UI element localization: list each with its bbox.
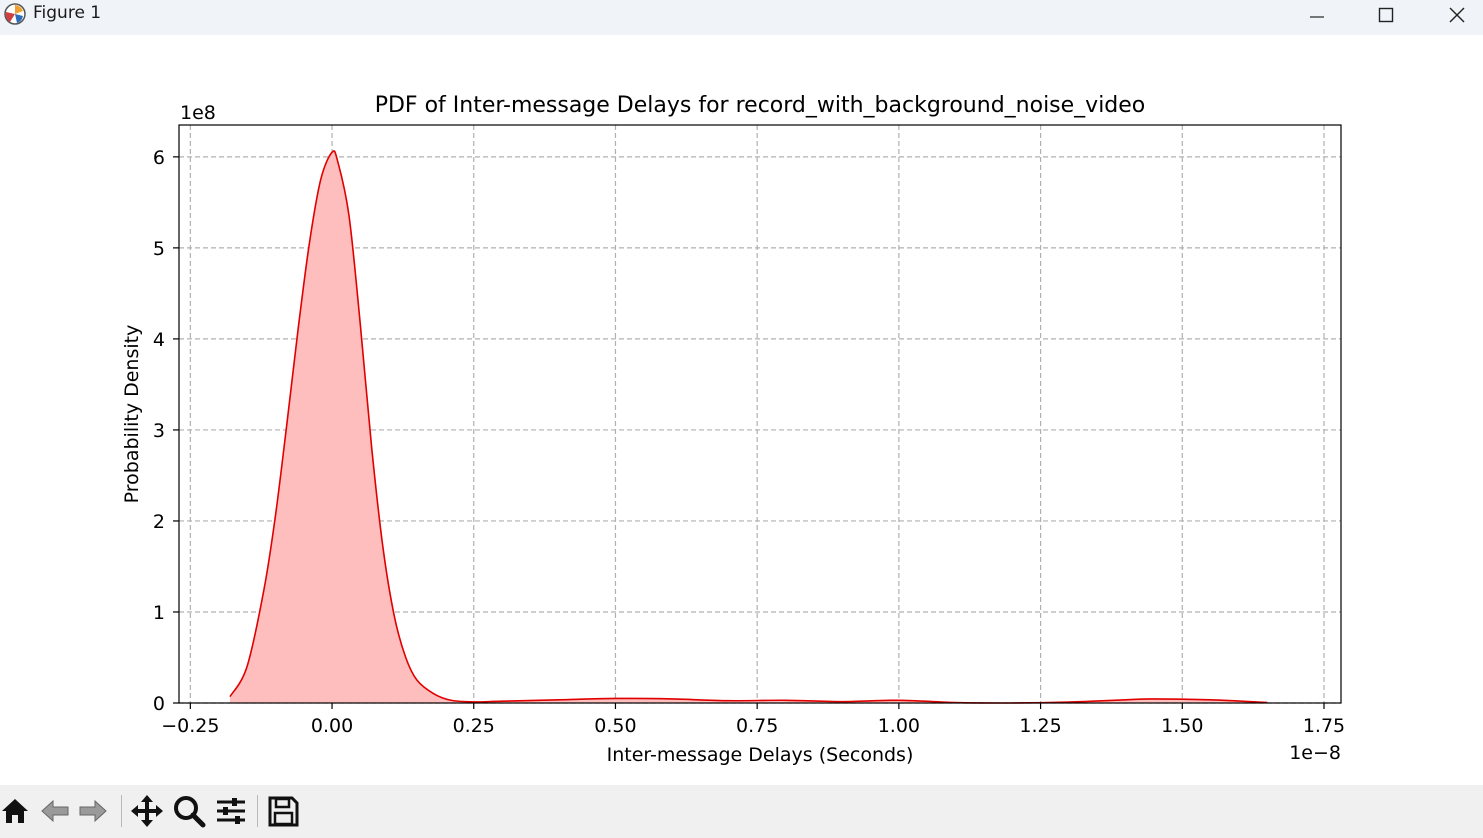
y-tick-label: 0 xyxy=(153,693,165,715)
y-tick-label: 5 xyxy=(153,238,165,260)
density-area-fill xyxy=(230,150,1268,703)
window-title: Figure 1 xyxy=(33,3,102,23)
forward-icon xyxy=(79,799,107,823)
chart-title: PDF of Inter-message Delays for record_w… xyxy=(375,93,1146,118)
x-tick-label: 0.25 xyxy=(453,715,495,737)
back-icon xyxy=(41,799,69,823)
configure-subplots-icon xyxy=(217,798,245,824)
y-tick-label: 6 xyxy=(153,147,165,169)
zoom-button[interactable] xyxy=(171,793,207,829)
save-icon xyxy=(268,796,299,827)
y-tick-label: 2 xyxy=(153,511,165,533)
forward-button[interactable] xyxy=(75,793,111,829)
window-titlebar: Figure 1 xyxy=(0,0,1483,35)
maximize-icon xyxy=(1378,7,1394,23)
matplotlib-app-icon xyxy=(4,3,26,25)
pan-button[interactable] xyxy=(129,793,165,829)
x-axis-ticks: −0.25 0.00 0.25 0.50 0.75 1.00 1.25 1.50 1.75 xyxy=(161,703,1345,737)
grid-lines xyxy=(179,125,1341,704)
toolbar-separator xyxy=(257,795,258,827)
x-tick-label: 0.75 xyxy=(736,715,778,737)
maximize-button[interactable] xyxy=(1356,0,1416,30)
y-tick-label: 4 xyxy=(153,329,165,351)
x-tick-label: 0.50 xyxy=(594,715,636,737)
minimize-icon xyxy=(1310,16,1324,18)
y-tick-label: 1 xyxy=(153,602,165,624)
axes-frame xyxy=(178,124,1342,704)
navigation-toolbar xyxy=(0,785,1483,838)
y-axis-label: Probability Density xyxy=(121,325,143,504)
x-tick-label: −0.25 xyxy=(161,715,219,737)
toolbar-separator xyxy=(121,795,122,827)
minimize-button[interactable] xyxy=(1287,0,1347,30)
configure-subplots-button[interactable] xyxy=(213,793,249,829)
x-tick-label: 0.00 xyxy=(311,715,353,737)
y-axis-offset-label: 1e8 xyxy=(180,102,216,124)
home-icon xyxy=(2,799,28,823)
home-button[interactable] xyxy=(0,793,33,829)
figure-canvas[interactable]: −0.25 0.00 0.25 0.50 0.75 1.00 1.25 1.50 1.75 0 1… xyxy=(0,35,1483,785)
pan-icon xyxy=(131,795,163,827)
close-button[interactable] xyxy=(1427,0,1483,30)
x-axis-label: Inter-message Delays (Seconds) xyxy=(607,744,914,766)
x-tick-label: 1.25 xyxy=(1019,715,1061,737)
y-axis-ticks: 0 1 2 3 4 5 6 xyxy=(153,147,179,715)
back-button[interactable] xyxy=(37,793,73,829)
x-tick-label: 1.00 xyxy=(878,715,920,737)
close-icon xyxy=(1449,7,1465,23)
x-tick-label: 1.50 xyxy=(1161,715,1203,737)
x-axis-offset-label: 1e−8 xyxy=(1289,742,1341,764)
x-tick-label: 1.75 xyxy=(1303,715,1345,737)
chart-svg: −0.25 0.00 0.25 0.50 0.75 1.00 1.25 1.50 1.75 0 1… xyxy=(121,93,1345,766)
zoom-icon xyxy=(174,796,206,828)
save-button[interactable] xyxy=(265,793,301,829)
y-tick-label: 3 xyxy=(153,420,165,442)
